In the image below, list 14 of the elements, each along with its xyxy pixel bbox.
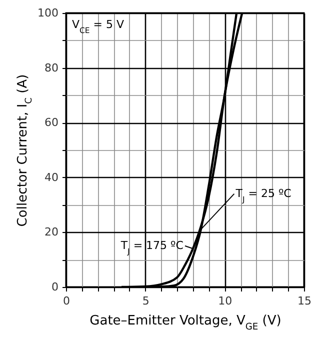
x-tick-label: 15 [298,294,312,308]
x-axis-title: Gate–Emitter Voltage, V$_{GE}$ (V) [90,314,282,332]
y-tick-label: 40 [44,170,58,184]
text: T$_{J}$ = 25 ºC [234,186,292,204]
x-tick-label: 5 [142,294,150,308]
annotation: V$_{CE}$ = 5 V [72,18,124,34]
y-tick-label: 0 [52,280,58,294]
y-tick-label: 60 [44,116,58,130]
x-tick-label: 10 [218,294,232,308]
y-tick-label: 100 [38,6,58,20]
x-tick-label: 0 [63,294,70,308]
legend-label: T$_{J}$ = 175 ºC [120,238,184,256]
y-tick-label: 80 [44,61,58,74]
y-tick-label: 20 [44,226,58,239]
